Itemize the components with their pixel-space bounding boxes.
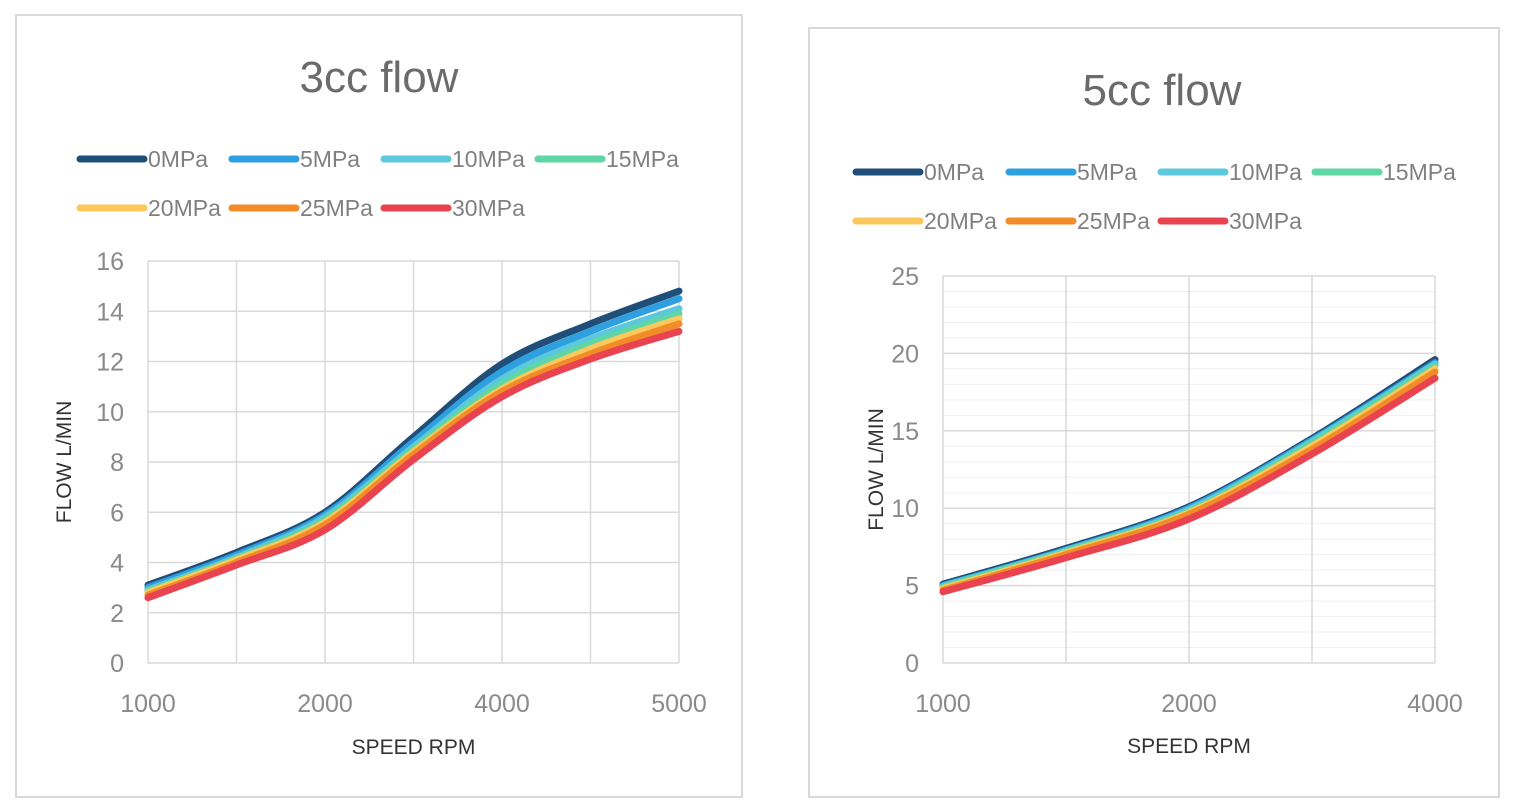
chart-title: 5cc flow <box>1083 66 1242 115</box>
y-axis-label: FLOW L/MIN <box>865 408 888 531</box>
y-tick-label: 5 <box>905 573 919 601</box>
x-tick-label: 5000 <box>651 690 707 718</box>
x-axis-label: SPEED RPM <box>352 736 476 759</box>
legend-label: 20MPa <box>148 195 221 221</box>
y-axis-label: FLOW L/MIN <box>53 401 76 524</box>
x-tick-label: 4000 <box>1407 690 1463 718</box>
legend-item: 0MPa <box>852 159 984 185</box>
legend-label: 15MPa <box>1383 159 1456 185</box>
legend-label: 0MPa <box>148 146 208 172</box>
x-axis-label: SPEED RPM <box>1127 735 1251 758</box>
y-tick-label: 2 <box>110 600 124 628</box>
y-tick-label: 10 <box>96 399 124 427</box>
chart-5cc: 5cc flow 0MPa 5MPa 10MPa 15MPa 20MPa 25MPa 30MP… <box>852 66 1463 758</box>
legend-item: 20MPa <box>76 195 221 221</box>
y-tick-label: 15 <box>891 418 919 446</box>
legend-label: 0MPa <box>924 159 984 185</box>
x-tick-label: 4000 <box>474 690 530 718</box>
series-line-30mpa <box>939 374 1439 596</box>
legend-item: 25MPa <box>228 195 373 221</box>
chart-panel-5cc: 5cc flow 0MPa 5MPa 10MPa 15MPa 20MPa 25MPa 30MP… <box>808 27 1500 798</box>
chart-title: 3cc flow <box>300 53 459 102</box>
legend-item: 15MPa <box>1311 159 1456 185</box>
legend-item: 30MPa <box>380 195 525 221</box>
y-tick-label: 25 <box>891 263 919 291</box>
y-tick-label: 4 <box>110 550 124 578</box>
y-tick-label: 20 <box>891 340 919 368</box>
y-tick-label: 12 <box>96 349 124 377</box>
legend-item: 5MPa <box>228 146 360 172</box>
series-line-30mpa <box>144 327 683 602</box>
legend-item: 5MPa <box>1005 159 1137 185</box>
legend-label: 5MPa <box>300 146 360 172</box>
legend-label: 20MPa <box>924 208 997 234</box>
legend-label: 10MPa <box>1229 159 1302 185</box>
x-tick-label: 1000 <box>915 690 971 718</box>
y-tick-label: 10 <box>891 495 919 523</box>
legend-item: 20MPa <box>852 208 997 234</box>
legend-label: 15MPa <box>606 146 679 172</box>
y-tick-label: 0 <box>905 650 919 678</box>
legend-label: 25MPa <box>300 195 373 221</box>
legend-label: 10MPa <box>452 146 525 172</box>
x-tick-label: 2000 <box>1161 690 1217 718</box>
y-tick-label: 8 <box>110 449 124 477</box>
legend-label: 5MPa <box>1077 159 1137 185</box>
legend-item: 0MPa <box>76 146 208 172</box>
legend-item: 10MPa <box>1157 159 1302 185</box>
legend-item: 25MPa <box>1005 208 1150 234</box>
legend-item: 10MPa <box>380 146 525 172</box>
chart-panel-3cc: 3cc flow 0MPa 5MPa 10MPa 15MPa 20MPa 25MPa 30MP… <box>15 14 743 798</box>
legend-label: 30MPa <box>452 195 525 221</box>
chart-3cc: 3cc flow 0MPa 5MPa 10MPa 15MPa 20MPa 25MPa 30MP… <box>53 53 707 759</box>
x-tick-label: 2000 <box>297 690 353 718</box>
y-tick-label: 0 <box>110 650 124 678</box>
legend-label: 30MPa <box>1229 208 1302 234</box>
legend-item: 15MPa <box>534 146 679 172</box>
y-tick-label: 16 <box>96 248 124 276</box>
y-tick-label: 6 <box>110 499 124 527</box>
legend-label: 25MPa <box>1077 208 1150 234</box>
y-tick-label: 14 <box>96 298 124 326</box>
x-tick-label: 1000 <box>120 690 176 718</box>
legend-item: 30MPa <box>1157 208 1302 234</box>
